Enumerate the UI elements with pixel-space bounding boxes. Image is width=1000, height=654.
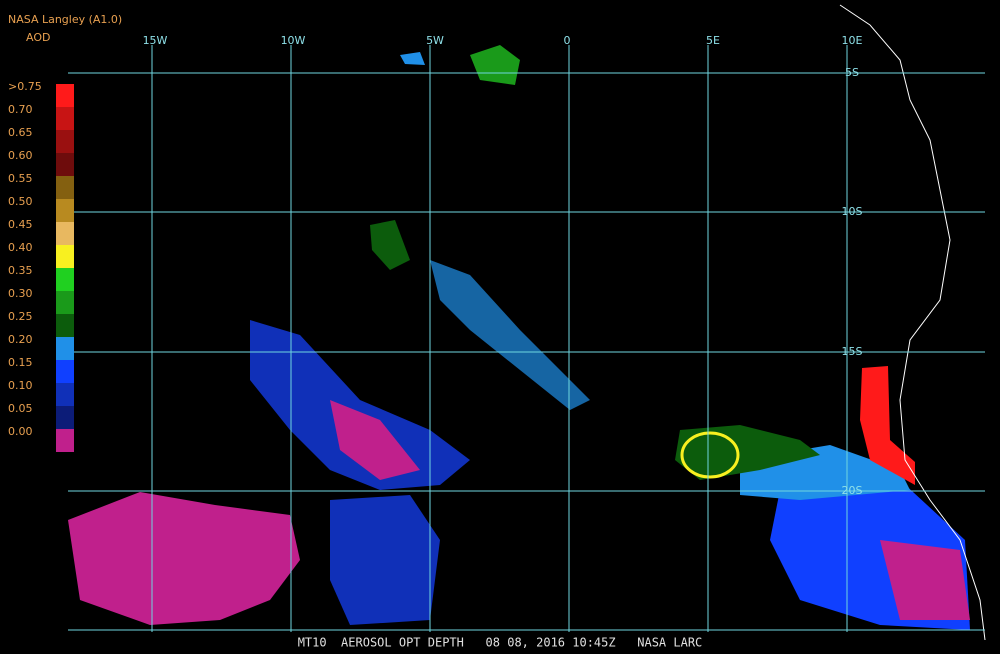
legend-label: 0.65 xyxy=(8,126,33,139)
legend-label: 0.45 xyxy=(8,218,33,231)
aerosol-field xyxy=(68,45,970,630)
legend-swatch xyxy=(56,406,74,429)
legend-label: 0.30 xyxy=(8,287,33,300)
legend-swatch xyxy=(56,222,74,245)
legend-label: 0.70 xyxy=(8,103,33,116)
legend-label: 0.25 xyxy=(8,310,33,323)
legend-label: 0.40 xyxy=(8,241,33,254)
aerosol-patch xyxy=(880,540,970,620)
latitude-label: 15S xyxy=(842,345,863,358)
longitude-label: 5E xyxy=(706,34,720,47)
legend-label: 0.55 xyxy=(8,172,33,185)
legend-label: 0.15 xyxy=(8,356,33,369)
longitude-label: 0 xyxy=(564,34,571,47)
legend-swatch xyxy=(56,84,74,107)
legend-swatch xyxy=(56,383,74,406)
latitude-label: 5S xyxy=(845,66,859,79)
longitude-label: 10E xyxy=(842,34,863,47)
longitude-label: 15W xyxy=(143,34,168,47)
legend-label: 0.50 xyxy=(8,195,33,208)
aerosol-patch xyxy=(430,260,590,410)
aerosol-patch xyxy=(860,366,915,485)
legend-label: 0.10 xyxy=(8,379,33,392)
longitude-label: 10W xyxy=(281,34,306,47)
latitude-label: 20S xyxy=(842,484,863,497)
caption: MT10 AEROSOL OPT DEPTH 08 08, 2016 10:45… xyxy=(298,636,703,650)
legend-swatch xyxy=(56,176,74,199)
legend-label: 0.05 xyxy=(8,402,33,415)
legend-swatch xyxy=(56,199,74,222)
legend-label: 0.20 xyxy=(8,333,33,346)
graticule xyxy=(68,45,985,632)
legend-swatch xyxy=(56,429,74,452)
legend-swatch xyxy=(56,130,74,153)
aerosol-patch xyxy=(675,425,820,480)
aerosol-patch xyxy=(470,45,520,85)
legend-label: 0.00 xyxy=(8,425,33,438)
legend-swatch xyxy=(56,268,74,291)
source-label: NASA Langley (A1.0) xyxy=(8,13,122,26)
legend-swatch xyxy=(56,337,74,360)
aerosol-patch xyxy=(330,495,440,625)
aerosol-patch xyxy=(68,492,300,625)
legend-swatch xyxy=(56,291,74,314)
longitude-label: 5W xyxy=(426,34,444,47)
aerosol-patch xyxy=(330,400,420,480)
legend-swatch xyxy=(56,153,74,176)
aerosol-patch xyxy=(370,220,410,270)
aerosol-patch xyxy=(250,320,470,490)
legend-swatch xyxy=(56,107,74,130)
legend-label: 0.35 xyxy=(8,264,33,277)
legend-label: >0.75 xyxy=(8,80,42,93)
latitude-label: 10S xyxy=(842,205,863,218)
legend-swatch xyxy=(56,314,74,337)
legend-swatch xyxy=(56,360,74,383)
legend-label: 0.60 xyxy=(8,149,33,162)
aerosol-patch xyxy=(400,52,425,65)
legend-swatch xyxy=(56,245,74,268)
legend-title: AOD xyxy=(26,31,50,44)
aerosol-patch xyxy=(680,431,740,479)
